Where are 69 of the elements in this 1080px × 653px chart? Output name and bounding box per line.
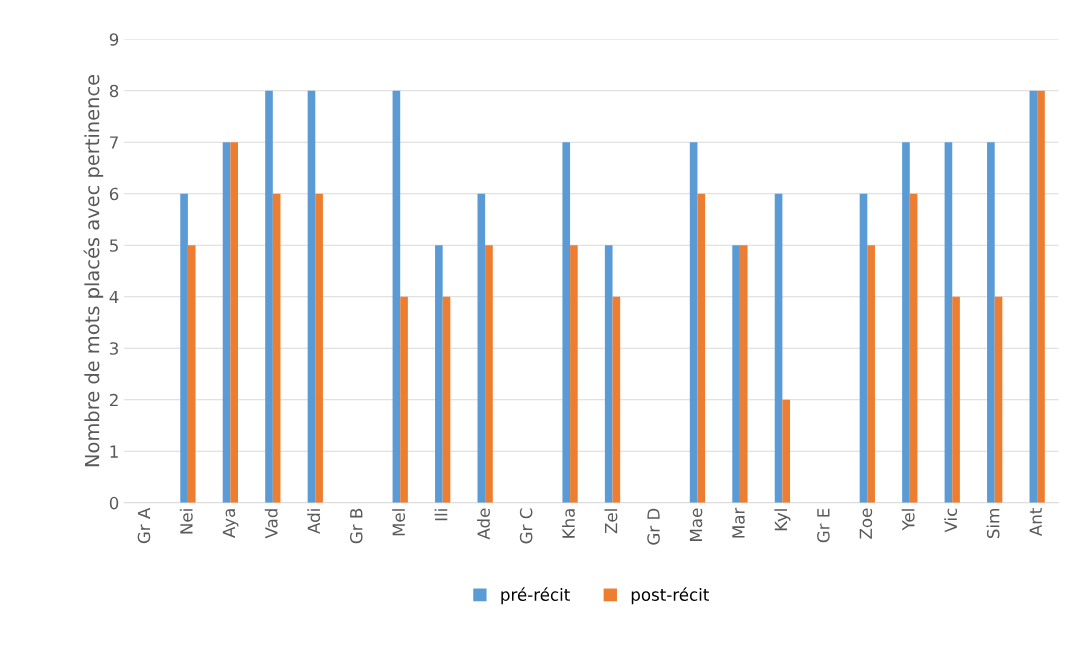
y-tick-label: 4 [109,290,119,304]
x-tick-label: Gr C [519,508,533,544]
x-tick-label: Vic [944,508,958,533]
bar [180,193,188,503]
bar [272,193,281,503]
x-tick-label: Gr B [349,508,363,544]
bar [442,296,451,503]
x-tick-label: Mar [732,507,745,538]
y-tick-label: 2 [109,393,118,407]
bar [774,193,783,503]
x-tick-label: Zoe [859,508,873,539]
bar [562,142,571,503]
bar [1029,90,1038,503]
bar [902,142,910,503]
x-tick-label: Kyl [774,509,791,531]
y-tick-label: 8 [109,84,119,98]
x-tick-label: Gr D [647,508,660,545]
bar [612,296,621,503]
bar [265,90,273,503]
y-tick-label: 9 [109,33,119,46]
bar [435,245,443,503]
y-tick-label: 5 [110,239,118,252]
bar [859,193,868,503]
bar [987,142,995,503]
bar [732,245,740,503]
y-tick-label: 0 [109,496,119,510]
x-tick-label: Vad [264,509,278,539]
bar [994,296,1003,503]
bar [782,399,791,503]
bar [307,90,316,503]
y-tick-label: 7 [110,136,118,149]
bar [315,193,323,503]
x-tick-label: Ade [477,508,490,540]
bar [739,245,748,503]
x-tick-label: Adi [307,509,321,534]
bar [944,142,953,503]
bar [400,296,408,503]
legend-label: pré-récit [501,587,570,605]
x-tick-label: Ant [1029,508,1042,537]
x-tick-label: Nei [179,509,193,534]
bar [952,296,960,503]
bar [392,90,401,503]
x-tick-label: Mel [392,509,406,536]
y-axis-title: Nombre de mots placés avec pertinence [83,74,104,467]
bar [1037,90,1045,503]
bar [604,245,613,503]
x-tick-label: Kha [562,509,575,538]
x-tick-label: Mae [689,508,703,541]
bar [230,142,238,503]
bar [222,142,231,503]
bar [485,245,493,503]
x-tick-label: Ili [434,509,448,521]
legend-label: post-récit [631,587,709,605]
bar [909,193,918,503]
x-tick-label: Sim [986,509,1000,539]
bar [187,245,196,503]
bar [689,142,698,503]
y-tick-label: 1 [110,445,118,458]
x-tick-label: Yel [901,509,915,531]
x-tick-label: Zel [604,509,618,534]
y-tick-label: 6 [109,187,119,201]
x-tick-label: Gr A [137,507,151,544]
y-tick-label: 3 [110,342,118,355]
bar [697,193,706,503]
bar [867,245,875,503]
bar [570,245,578,503]
x-tick-label: Gr E [817,508,830,543]
x-tick-label: Aya [222,509,239,538]
bar [477,193,486,503]
